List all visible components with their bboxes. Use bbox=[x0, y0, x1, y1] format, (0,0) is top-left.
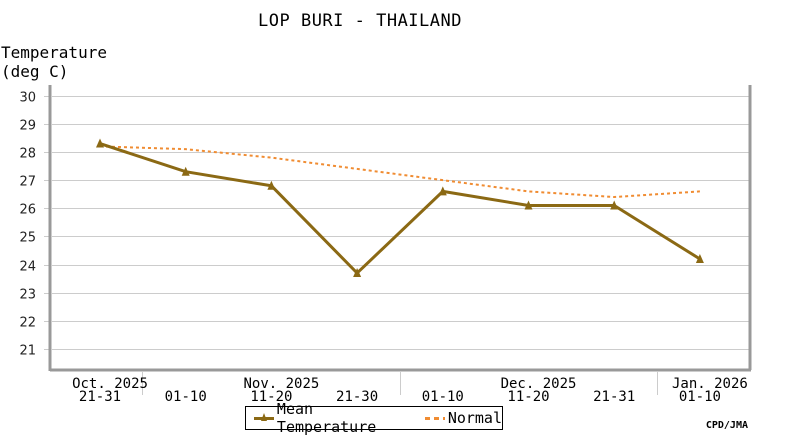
triangle-marker-icon bbox=[695, 253, 704, 263]
y-tick-label: 21 bbox=[19, 344, 36, 359]
y-tick-label: 30 bbox=[19, 91, 36, 106]
y-tick-label: 27 bbox=[19, 175, 36, 190]
triangle-marker-icon bbox=[267, 180, 276, 190]
x-tick-label: 21-30 bbox=[336, 389, 378, 405]
chart-title: LOP BURI - THAILAND bbox=[258, 11, 462, 31]
legend-item-normal: Normal bbox=[424, 409, 502, 427]
legend-label-normal: Normal bbox=[447, 409, 502, 427]
y-axis-label-line2: (deg C) bbox=[1, 62, 69, 81]
triangle-marker-icon bbox=[610, 200, 619, 210]
x-tick-label: 11-20 bbox=[507, 389, 549, 405]
y-axis-label: Temperature (deg C) bbox=[1, 43, 107, 81]
x-month-label: Oct. 2025 bbox=[72, 376, 148, 392]
triangle-marker-icon bbox=[524, 200, 533, 210]
x-tick-label: 01-10 bbox=[422, 389, 464, 405]
legend-item-mean: Mean Temperature bbox=[254, 400, 421, 436]
triangle-marker-icon bbox=[438, 186, 447, 196]
triangle-marker-icon bbox=[96, 138, 104, 148]
x-tick-label: 01-10 bbox=[165, 389, 207, 405]
x-tick-label: 21-31 bbox=[593, 389, 635, 405]
x-tick-label: 01-10 bbox=[679, 389, 721, 405]
x-month-label: Nov. 2025 bbox=[243, 376, 319, 392]
normal-line bbox=[99, 145, 700, 199]
mean-temperature-line bbox=[99, 142, 701, 276]
y-tick-label: 22 bbox=[19, 316, 36, 331]
x-month-label: Dec. 2025 bbox=[501, 376, 577, 392]
y-tick-label: 23 bbox=[19, 288, 36, 303]
y-tick-label: 24 bbox=[19, 260, 36, 275]
x-tick-label: 21-31 bbox=[79, 389, 121, 405]
triangle-line-icon bbox=[254, 412, 274, 424]
y-tick-label: 25 bbox=[19, 231, 36, 246]
triangle-marker-icon bbox=[181, 166, 190, 176]
x-tick-label: 11-20 bbox=[250, 389, 292, 405]
x-month-label: Jan. 2026 bbox=[672, 376, 748, 392]
y-tick-label: 29 bbox=[19, 119, 36, 134]
y-tick-label: 26 bbox=[19, 203, 36, 218]
triangle-marker-icon bbox=[353, 268, 362, 278]
legend-label-mean: Mean Temperature bbox=[276, 400, 377, 436]
source-credit: CPD/JMA bbox=[705, 420, 748, 431]
y-axis-label-line1: Temperature bbox=[1, 43, 107, 62]
y-tick-label: 28 bbox=[19, 147, 36, 162]
dashed-line-icon bbox=[424, 416, 445, 420]
legend: Mean Temperature Normal bbox=[245, 400, 503, 436]
